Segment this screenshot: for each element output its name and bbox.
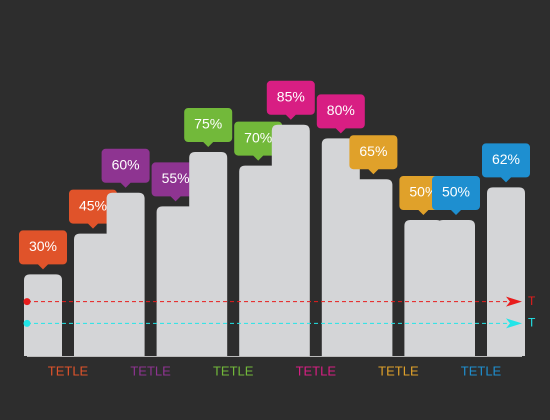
value-bubble [316, 94, 365, 134]
bar [437, 220, 475, 356]
value-label: 75% [194, 116, 222, 132]
x-tick-label: TETLE [213, 363, 254, 378]
bar [24, 274, 62, 356]
bar [487, 187, 525, 356]
bar [321, 138, 360, 356]
bar [156, 206, 195, 356]
bar [106, 192, 145, 356]
value-label: 80% [327, 102, 355, 118]
value-bubble [151, 162, 200, 202]
value-label: 60% [112, 157, 140, 173]
bar [271, 124, 310, 356]
bar [239, 165, 278, 356]
reference-dot [23, 298, 31, 306]
value-label: 85% [277, 89, 305, 105]
reference-dot [23, 319, 31, 327]
value-bubble [101, 148, 150, 188]
value-bubble [184, 108, 233, 147]
reference-label: T [528, 316, 536, 330]
value-bubble [234, 121, 283, 161]
x-tick-label: TETLE [130, 363, 171, 378]
value-label: 65% [359, 143, 387, 159]
value-bubble [432, 176, 480, 215]
value-bubble [349, 135, 398, 175]
value-bubble [19, 230, 67, 270]
x-tick-label: TETLE [48, 363, 89, 378]
value-label: 50% [442, 184, 470, 200]
value-bubble [266, 80, 315, 120]
x-tick-label: TETLE [296, 363, 337, 378]
reference-label: T [528, 294, 536, 308]
value-label: 50% [409, 184, 437, 200]
value-label: 55% [162, 170, 190, 186]
bar [189, 152, 228, 356]
x-tick-label: TETLE [461, 363, 502, 378]
x-tick-label: TETLE [378, 363, 419, 378]
value-label: 62% [492, 151, 520, 167]
value-bubble [69, 189, 117, 229]
bar [354, 179, 393, 356]
value-label: 30% [29, 238, 57, 254]
reference-arrow [506, 296, 522, 307]
bar [404, 220, 443, 356]
reference-arrow [506, 318, 522, 329]
value-label: 45% [79, 197, 107, 213]
bar [74, 233, 112, 356]
value-label: 70% [244, 129, 272, 145]
value-bubble [482, 143, 530, 183]
